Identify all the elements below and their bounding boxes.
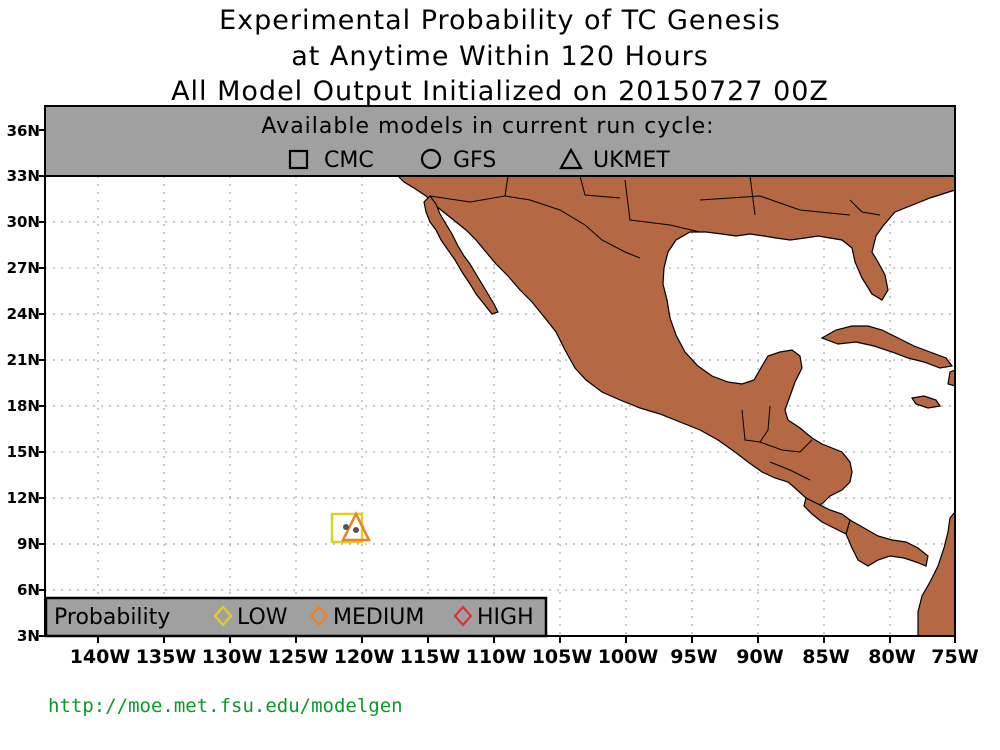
land-jamaica	[910, 395, 942, 409]
models-legend-heading: Available models in current run cycle:	[261, 114, 714, 139]
lon-label: 140W	[69, 646, 131, 668]
lon-label: 90W	[736, 646, 784, 668]
circle-icon	[420, 148, 442, 170]
lon-label: 125W	[267, 646, 329, 668]
lon-label: 85W	[802, 646, 850, 668]
lat-label: 6N	[17, 581, 40, 599]
diamond-icon-high	[453, 605, 473, 627]
lat-label: 3N	[17, 627, 40, 645]
probability-label-low: LOW	[237, 605, 288, 630]
map-title-line-1: Experimental Probability of TC Genesis	[219, 5, 781, 36]
lon-label: 130W	[201, 646, 263, 668]
lat-label: 33N	[6, 167, 40, 185]
lon-label: 110W	[465, 646, 527, 668]
diamond-icon-low	[213, 605, 233, 627]
land-panama	[845, 519, 929, 567]
probability-legend-heading: Probability	[54, 605, 170, 630]
lat-label: 24N	[6, 305, 40, 323]
lon-label: 80W	[868, 646, 916, 668]
land-costa-rica	[803, 497, 851, 535]
square-icon	[288, 149, 309, 170]
lat-label: 36N	[6, 122, 40, 140]
source-url-link[interactable]: http://moe.met.fsu.edu/modelgen	[48, 695, 403, 717]
lat-label: 15N	[6, 443, 40, 461]
lat-label: 12N	[6, 489, 40, 507]
lon-label: 135W	[135, 646, 197, 668]
genesis-marker-center	[353, 527, 359, 533]
model-label-cmc: CMC	[324, 148, 374, 173]
lon-label: 100W	[597, 646, 659, 668]
lon-label: 120W	[333, 646, 395, 668]
map-title-line-2: at Anytime Within 120 Hours	[291, 41, 709, 72]
lat-label: 30N	[6, 213, 40, 231]
lon-label: 115W	[399, 646, 461, 668]
probability-label-high: HIGH	[477, 605, 534, 630]
genesis-markers	[330, 511, 372, 544]
genesis-marker-center	[343, 524, 349, 530]
model-label-gfs: GFS	[453, 148, 496, 173]
lon-label: 95W	[670, 646, 718, 668]
map-title-line-3: All Model Output Initialized on 20150727…	[171, 76, 829, 107]
lat-label: 27N	[6, 259, 40, 277]
country-borders	[429, 175, 881, 481]
diamond-icon-medium	[309, 605, 329, 627]
land-masses	[396, 175, 956, 637]
land-north-america	[396, 175, 956, 507]
models-legend-box: Available models in current run cycle: C…	[44, 105, 956, 177]
lat-label: 9N	[17, 535, 40, 553]
probability-legend-box: Probability LOW MEDIUM HIGH	[44, 596, 548, 638]
lat-label: 21N	[6, 351, 40, 369]
land-cuba	[820, 325, 954, 369]
probability-label-medium: MEDIUM	[333, 605, 424, 630]
lat-label: 18N	[6, 397, 40, 415]
model-label-ukmet: UKMET	[593, 148, 670, 173]
triangle-icon	[559, 147, 583, 170]
lon-label: 75W	[931, 646, 979, 668]
land-baja-california	[423, 195, 499, 315]
lon-label: 105W	[531, 646, 593, 668]
genesis-marker-ukmet-medium	[340, 511, 372, 542]
